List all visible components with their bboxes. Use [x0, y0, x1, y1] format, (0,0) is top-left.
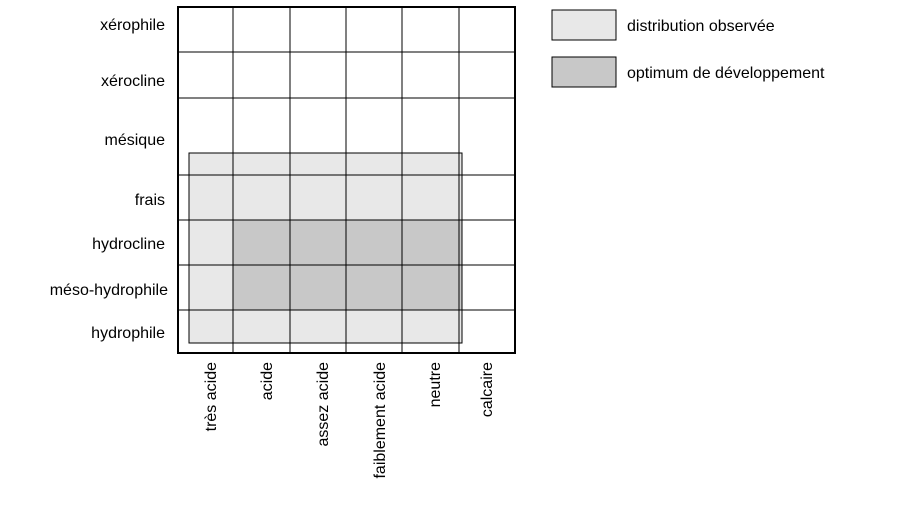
column-label-calcaire: calcaire — [479, 362, 496, 417]
column-label-neutre: neutre — [427, 362, 444, 407]
row-label-meso-hydrophile: méso-hydrophile — [50, 282, 168, 299]
legend-label-distribution: distribution observée — [627, 18, 775, 35]
column-label-faiblement-acide: faiblement acide — [372, 362, 389, 479]
column-label-assez-acide: assez acide — [315, 362, 332, 447]
row-label-xerocline: xérocline — [101, 73, 165, 90]
legend: distribution observée optimum de dévelop… — [551, 9, 825, 88]
row-label-hydrophile: hydrophile — [91, 325, 165, 342]
legend-label-optimum: optimum de développement — [627, 65, 825, 82]
column-label-tres-acide: très acide — [203, 362, 220, 431]
column-label-acide: acide — [259, 362, 276, 400]
row-label-xerophile: xérophile — [100, 17, 165, 34]
gridlines — [178, 7, 515, 353]
grid-border — [177, 6, 516, 354]
row-label-hydrocline: hydrocline — [92, 236, 165, 253]
legend-swatch-distribution — [551, 9, 617, 41]
legend-swatch-optimum — [551, 56, 617, 88]
row-label-frais: frais — [135, 192, 165, 209]
row-label-mesique: mésique — [105, 132, 166, 149]
